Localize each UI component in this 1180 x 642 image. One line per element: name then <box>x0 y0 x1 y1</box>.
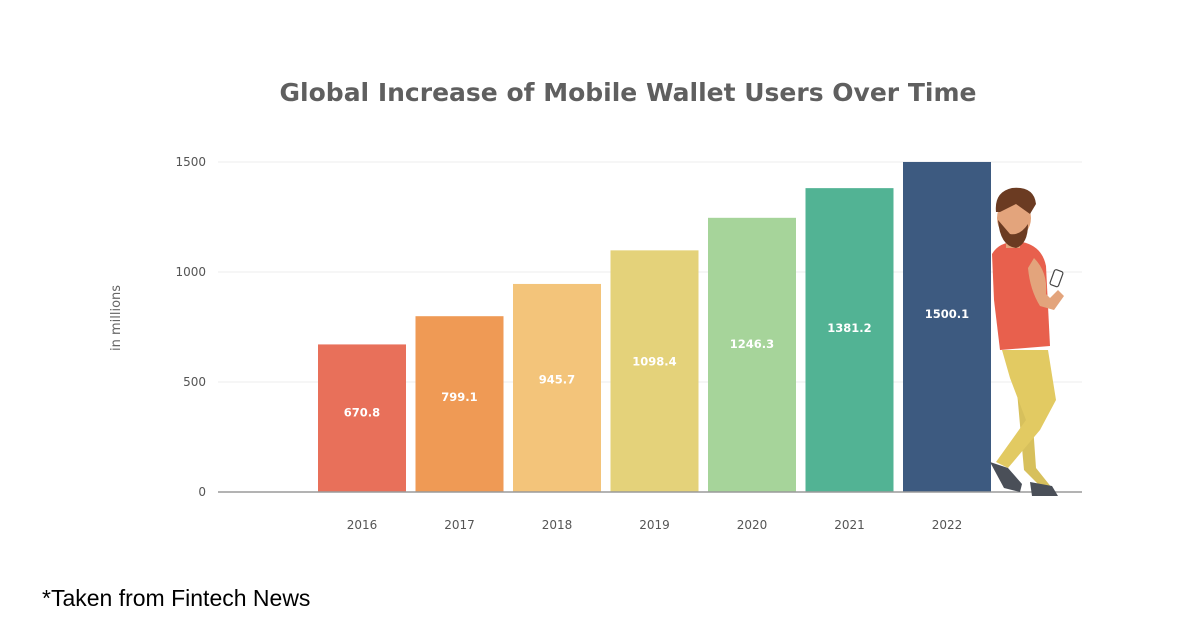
x-tick-label: 2019 <box>639 518 670 532</box>
bar-2017 <box>415 316 504 492</box>
chart-title: Global Increase of Mobile Wallet Users O… <box>280 78 977 107</box>
bar-2021 <box>805 188 894 493</box>
y-axis-ticks: 0 500 1000 1500 <box>175 155 206 499</box>
y-tick-label: 0 <box>198 485 206 499</box>
bar-value-label: 1500.1 <box>925 307 969 321</box>
person-arm <box>1028 258 1064 310</box>
bar-value-label: 1098.4 <box>632 355 676 369</box>
person-leg-front <box>996 350 1056 468</box>
x-tick-label: 2018 <box>542 518 573 532</box>
x-axis-labels: 2016 2017 2018 2019 2020 2021 2022 <box>347 518 963 532</box>
bar-value-label: 670.8 <box>344 405 380 419</box>
bar-value-label: 1381.2 <box>827 321 871 335</box>
bar-2022 <box>903 161 991 492</box>
person-shoe-front <box>990 462 1022 492</box>
bar-value-label: 799.1 <box>441 390 477 404</box>
bars: 670.8 799.1 945.7 1098.4 1246.3 1381.2 1500.1 <box>318 161 991 493</box>
y-axis-label: in millions <box>109 285 124 351</box>
bar-2020 <box>708 217 796 492</box>
x-tick-label: 2017 <box>444 518 475 532</box>
phone-icon <box>1049 269 1064 288</box>
bar-value-label: 1246.3 <box>730 337 774 351</box>
source-note: *Taken from Fintech News <box>42 585 311 611</box>
x-tick-label: 2020 <box>737 518 768 532</box>
person-shoe-back <box>1030 482 1058 496</box>
y-tick-label: 1000 <box>175 265 206 279</box>
x-tick-label: 2021 <box>834 518 865 532</box>
person-hair <box>995 187 1036 214</box>
bar-value-label: 945.7 <box>539 373 575 387</box>
bar-2018 <box>513 283 601 492</box>
person-illustration <box>990 187 1064 496</box>
bar-2019 <box>610 250 699 492</box>
bar-2016 <box>318 344 406 492</box>
person-beard <box>998 220 1028 248</box>
y-tick-label: 500 <box>183 375 206 389</box>
x-tick-label: 2016 <box>347 518 378 532</box>
y-tick-label: 1500 <box>175 155 206 169</box>
x-tick-label: 2022 <box>932 518 963 532</box>
